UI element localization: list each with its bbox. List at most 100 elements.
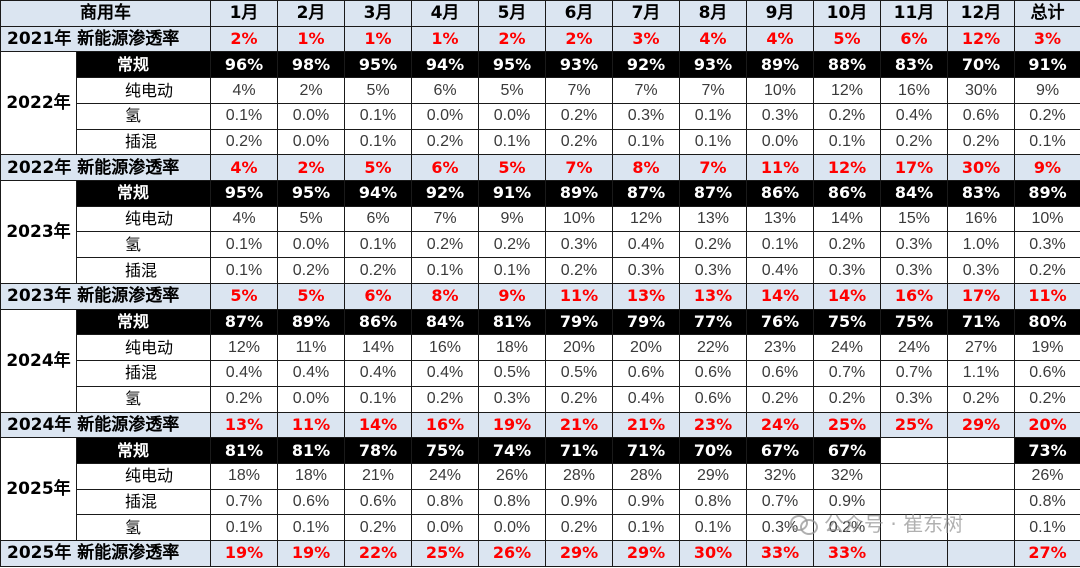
share-value: 0.6% (1014, 360, 1080, 387)
penetration-value: 25% (880, 411, 948, 439)
penetration-value: 16% (411, 411, 479, 439)
share-value: 0.8% (1014, 488, 1080, 516)
penetration-value: 5% (344, 154, 412, 182)
share-value: 0.3% (612, 257, 680, 284)
share-value: 0.4% (210, 360, 278, 387)
header-row: 商用车 1月 2月 3月 4月 5月 6月 7月 8月 9月 10月 11月 12月 总计 (0, 0, 1080, 27)
header-month: 2月 (277, 0, 345, 27)
share-value: 0.1% (344, 102, 412, 130)
share-value: 80% (1014, 308, 1080, 336)
share-value: 10% (1014, 205, 1080, 233)
share-value: 0.1% (411, 257, 479, 284)
header-month: 4月 (411, 0, 479, 27)
share-value: 15% (880, 205, 948, 233)
penetration-value: 1% (411, 25, 479, 53)
share-value: 86% (344, 308, 412, 336)
penetration-value: 21% (545, 411, 613, 439)
share-value (947, 514, 1015, 542)
penetration-value: 8% (612, 154, 680, 182)
share-value: 9% (478, 205, 546, 233)
share-value: 81% (277, 437, 345, 464)
share-value: 94% (344, 180, 412, 207)
share-value (947, 462, 1015, 490)
share-value: 0.2% (947, 128, 1015, 156)
share-value: 0.2% (210, 128, 278, 156)
share-value: 14% (344, 334, 412, 362)
penetration-value: 7% (545, 154, 613, 182)
penetration-value: 5% (813, 25, 881, 53)
powertrain-row: 氢 0.1% 0.1% 0.2% 0.0% 0.0% 0.2% 0.1% 0.1% 0.3% 0.2… (1, 514, 1080, 542)
share-value: 0.1% (612, 128, 680, 156)
powertrain-label: 常规 (76, 437, 211, 464)
penetration-value: 7% (679, 154, 747, 182)
penetration-value: 22% (344, 540, 412, 567)
penetration-value: 27% (1014, 540, 1080, 567)
penetration-value: 2% (277, 154, 345, 182)
share-value (947, 437, 1015, 464)
share-value: 32% (813, 462, 881, 490)
powertrain-row: 纯电动 4% 2% 5% 6% 5% 7% 7% 7% 10% 12% 16% 30% 9% (1, 77, 1080, 104)
share-value: 2% (277, 77, 345, 104)
penetration-value: 26% (478, 540, 546, 567)
penetration-value: 5% (277, 282, 345, 310)
header-month: 3月 (344, 0, 412, 27)
share-value: 0.2% (813, 385, 881, 413)
conventional-row: 2024年 常规 87% 89% 86% 84% 81% 79% 79% 77% 76% 75% 75%… (0, 308, 1080, 413)
powertrain-label: 纯电动 (76, 462, 211, 490)
share-value: 29% (679, 462, 747, 490)
share-value: 0.2% (813, 102, 881, 130)
share-value: 0.8% (411, 488, 479, 516)
share-value: 75% (880, 308, 948, 336)
share-value: 0.2% (344, 257, 412, 284)
share-value: 0.1% (612, 514, 680, 542)
share-value: 0.3% (880, 385, 948, 413)
share-value: 16% (880, 77, 948, 104)
share-value: 24% (813, 334, 881, 362)
share-value: 95% (277, 180, 345, 207)
share-value: 0.2% (545, 514, 613, 542)
share-value: 70% (947, 51, 1015, 79)
share-value: 0.1% (813, 128, 881, 156)
share-value: 11% (277, 334, 345, 362)
share-value: 0.6% (344, 488, 412, 516)
penetration-row: 2021年 新能源渗透率 2% 1% 1% 1% 2% 2% 3% 4% 4% 5% 6% 12% 3% (0, 25, 1080, 53)
share-value: 0.1% (679, 128, 747, 156)
powertrain-row: 插混 0.2% 0.0% 0.1% 0.2% 0.1% 0.2% 0.1% 0.1% 0.0% 0.… (1, 128, 1080, 156)
share-value: 18% (478, 334, 546, 362)
share-value: 89% (277, 308, 345, 336)
penetration-value: 30% (679, 540, 747, 567)
share-value: 26% (478, 462, 546, 490)
share-value: 93% (679, 51, 747, 79)
share-value: 71% (612, 437, 680, 464)
penetration-value: 16% (880, 282, 948, 310)
penetration-value: 9% (478, 282, 546, 310)
penetration-value: 3% (612, 25, 680, 53)
share-value: 12% (612, 205, 680, 233)
share-value: 84% (880, 180, 948, 207)
penetration-value: 21% (612, 411, 680, 439)
share-value: 28% (612, 462, 680, 490)
share-value: 13% (746, 205, 814, 233)
penetration-value: 17% (880, 154, 948, 182)
penetration-row: 2024年 新能源渗透率 13% 11% 14% 16% 19% 21% 21% 23% 24% 2… (0, 411, 1080, 439)
powertrain-row: 插混 0.1% 0.2% 0.2% 0.1% 0.1% 0.2% 0.3% 0.3% 0.4% 0.… (1, 257, 1080, 284)
share-value: 0.2% (210, 385, 278, 413)
year-label: 2025年 (0, 437, 77, 542)
share-value: 87% (679, 180, 747, 207)
header-month: 10月 (813, 0, 881, 27)
penetration-value: 11% (545, 282, 613, 310)
share-value: 0.0% (411, 102, 479, 130)
conventional-row: 2025年 常规 81% 81% 78% 75% 74% 71% 71% 70% 67% 67% 73% (0, 437, 1080, 542)
share-value: 0.9% (545, 488, 613, 516)
penetration-value: 6% (344, 282, 412, 310)
share-value (880, 488, 948, 516)
share-value: 0.1% (210, 102, 278, 130)
share-value: 83% (947, 180, 1015, 207)
share-value: 0.1% (344, 231, 412, 259)
share-value: 79% (545, 308, 613, 336)
share-value: 75% (813, 308, 881, 336)
share-value: 7% (545, 77, 613, 104)
share-value: 0.4% (277, 360, 345, 387)
share-value: 16% (411, 334, 479, 362)
share-value: 86% (813, 180, 881, 207)
